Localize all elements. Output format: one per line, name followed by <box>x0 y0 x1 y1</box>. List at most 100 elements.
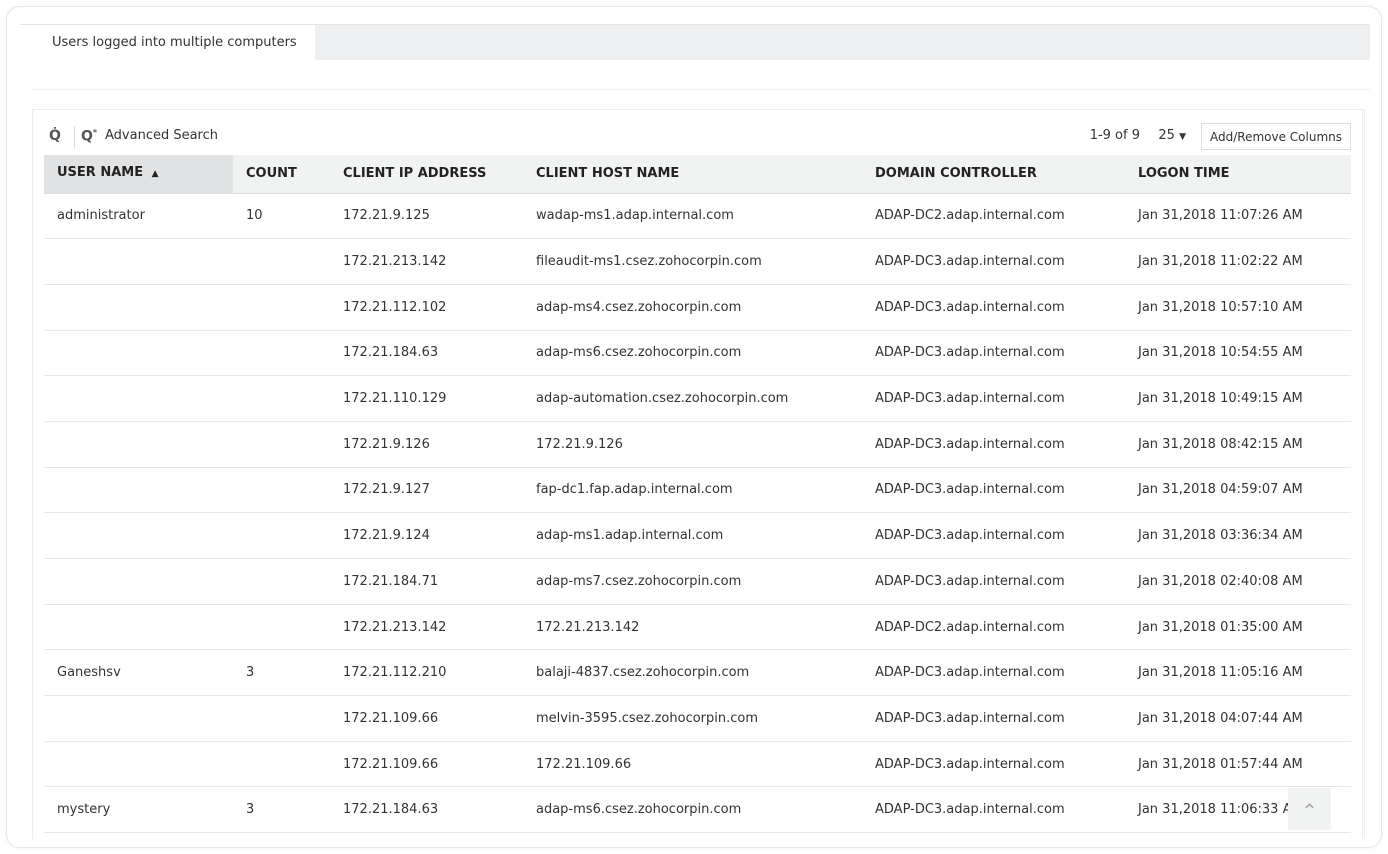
cell-logon-time: Jan 31,2018 01:57:44 AM <box>1125 741 1351 788</box>
divider <box>74 126 75 148</box>
cell-client-ip-address: 172.21.9.125 <box>330 193 523 240</box>
cell-client-ip-address: 172.21.213.142 <box>330 238 523 285</box>
table-row[interactable]: 172.21.109.66 melvin-3595.csez.zohocorpin… <box>44 695 1351 742</box>
table-row[interactable]: 172.21.109.66 172.21.109.66 ADAP-DC3.adap.… <box>44 741 1351 788</box>
tab-users-logged-into-multiple-computers[interactable]: Users logged into multiple computers <box>20 25 315 61</box>
caret-down-icon: ▼ <box>1179 132 1186 142</box>
cell-logon-time: Jan 31,2018 10:54:55 AM <box>1125 330 1351 377</box>
cell-client-host-name: wadap-ms1.adap.internal.com <box>523 193 862 240</box>
cell-domain-controller: ADAP-DC3.adap.internal.com <box>862 741 1125 788</box>
cell-user-name <box>44 558 233 605</box>
cell-client-host-name: 172.21.9.126 <box>523 421 862 468</box>
cell-count <box>233 284 330 331</box>
cell-client-host-name: melvin-3595.csez.zohocorpin.com <box>523 695 862 742</box>
per-page-select[interactable]: 25 ▼ <box>1158 128 1186 143</box>
table-row[interactable]: 172.21.9.127 fap-dc1.fap.adap.internal.co… <box>44 467 1351 514</box>
cell-domain-controller: ADAP-DC2.adap.internal.com <box>862 604 1125 651</box>
cell-domain-controller: ADAP-DC3.adap.internal.com <box>862 512 1125 559</box>
table-row[interactable]: 172.21.184.71 adap-ms7.csez.zohocorpin.co… <box>44 558 1351 605</box>
cell-domain-controller: ADAP-DC3.adap.internal.com <box>862 558 1125 605</box>
cell-user-name <box>44 375 233 422</box>
tab-bar: Users logged into multiple computers <box>20 24 1370 61</box>
cell-count <box>233 558 330 605</box>
cell-client-ip-address: 172.21.9.124 <box>330 512 523 559</box>
advanced-search-link[interactable]: Advanced Search <box>105 128 219 143</box>
cell-logon-time: Jan 31,2018 10:49:15 AM <box>1125 375 1351 422</box>
table-row[interactable]: 172.21.184.63 adap-ms6.csez.zohocorpin.co… <box>44 330 1351 377</box>
cell-client-ip-address: 172.21.184.63 <box>330 786 523 834</box>
cell-logon-time: Jan 31,2018 04:59:07 AM <box>1125 467 1351 514</box>
cell-count <box>233 512 330 559</box>
table-row[interactable]: 172.21.9.124 adap-ms1.adap.internal.com AD… <box>44 512 1351 559</box>
cell-client-ip-address: 172.21.110.129 <box>330 375 523 422</box>
cell-client-host-name: adap-ms7.csez.zohocorpin.com <box>523 558 862 605</box>
cell-domain-controller: ADAP-DC3.adap.internal.com <box>862 421 1125 468</box>
cell-user-name <box>44 512 233 559</box>
table-header-row: USER NAME ▲ COUNT CLIENT IP ADDRESS CLIE… <box>44 155 1351 194</box>
cell-domain-controller: ADAP-DC3.adap.internal.com <box>862 238 1125 285</box>
cell-logon-time: Jan 31,2018 01:35:00 AM <box>1125 604 1351 651</box>
advanced-search-icon[interactable]: Q* <box>81 128 98 145</box>
cell-domain-controller: ADAP-DC3.adap.internal.com <box>862 284 1125 331</box>
cell-logon-time: Jan 31,2018 03:36:34 AM <box>1125 512 1351 559</box>
cell-client-ip-address: 172.21.9.127 <box>330 467 523 514</box>
divider <box>32 89 1370 90</box>
pagination-info: 1-9 of 9 <box>1089 128 1140 143</box>
column-header-logon-time[interactable]: LOGON TIME <box>1125 155 1351 194</box>
table-row[interactable]: Ganeshsv 3 172.21.112.210 balaji-4837.csez.… <box>44 649 1351 697</box>
cell-domain-controller: ADAP-DC3.adap.internal.com <box>862 330 1125 377</box>
table-row[interactable]: 172.21.213.142 fileaudit-ms1.csez.zohocor… <box>44 238 1351 285</box>
cell-client-ip-address: 172.21.112.102 <box>330 284 523 331</box>
column-label: USER NAME <box>57 165 144 180</box>
cell-logon-time: Jan 31,2018 11:05:16 AM <box>1125 649 1351 697</box>
cell-client-host-name: adap-ms4.csez.zohocorpin.com <box>523 284 862 331</box>
column-header-domain-controller[interactable]: DOMAIN CONTROLLER <box>862 155 1125 194</box>
cell-count: 3 <box>233 649 330 697</box>
cell-domain-controller: ADAP-DC3.adap.internal.com <box>862 375 1125 422</box>
add-remove-columns-button[interactable]: Add/Remove Columns <box>1201 123 1351 150</box>
cell-user-name <box>44 695 233 742</box>
per-page-value: 25 <box>1158 128 1175 143</box>
cell-count <box>233 330 330 377</box>
cell-client-host-name: 172.21.109.66 <box>523 741 862 788</box>
table-row[interactable]: 172.21.9.126 172.21.9.126 ADAP-DC3.adap.in… <box>44 421 1351 468</box>
table-row[interactable]: mystery 3 172.21.184.63 adap-ms6.csez.zohoc… <box>44 786 1351 834</box>
cell-user-name: administrator <box>44 193 233 240</box>
cell-user-name <box>44 604 233 651</box>
cell-client-ip-address: 172.21.109.66 <box>330 741 523 788</box>
cell-client-host-name: adap-automation.csez.zohocorpin.com <box>523 375 862 422</box>
cell-client-ip-address: 172.21.9.126 <box>330 421 523 468</box>
chevron-up-icon: ⌃ <box>1301 799 1318 823</box>
cell-user-name <box>44 238 233 285</box>
grid-panel <box>32 109 1363 839</box>
table-row[interactable]: administrator 10 172.21.9.125 wadap-ms1.ada… <box>44 193 1351 240</box>
cell-count <box>233 421 330 468</box>
sort-ascending-icon: ▲ <box>151 169 159 179</box>
cell-logon-time: Jan 31,2018 04:07:44 AM <box>1125 695 1351 742</box>
cell-count: 10 <box>233 193 330 240</box>
column-header-client-host-name[interactable]: CLIENT HOST NAME <box>523 155 862 194</box>
cell-user-name <box>44 467 233 514</box>
cell-count <box>233 741 330 788</box>
cell-user-name <box>44 421 233 468</box>
column-header-client-ip-address[interactable]: CLIENT IP ADDRESS <box>330 155 523 194</box>
cell-count <box>233 238 330 285</box>
cell-count <box>233 695 330 742</box>
table-row[interactable]: 172.21.110.129 adap-automation.csez.zohoc… <box>44 375 1351 422</box>
table-row[interactable]: 172.21.213.142 172.21.213.142 ADAP-DC2.ada… <box>44 604 1351 651</box>
cell-client-host-name: adap-ms1.adap.internal.com <box>523 512 862 559</box>
cell-logon-time: Jan 31,2018 11:07:26 AM <box>1125 193 1351 240</box>
cell-count <box>233 604 330 651</box>
cell-count <box>233 467 330 514</box>
cell-logon-time: Jan 31,2018 11:02:22 AM <box>1125 238 1351 285</box>
scrollbar[interactable] <box>1364 109 1365 839</box>
scroll-to-top-button[interactable]: ⌃ <box>1288 788 1331 830</box>
column-header-user-name[interactable]: USER NAME ▲ <box>44 155 233 194</box>
table-row[interactable]: 172.21.112.102 adap-ms4.csez.zohocorpin.c… <box>44 284 1351 331</box>
cell-domain-controller: ADAP-DC3.adap.internal.com <box>862 786 1125 834</box>
cell-client-host-name: adap-ms6.csez.zohocorpin.com <box>523 330 862 377</box>
cell-count: 3 <box>233 786 330 834</box>
cell-count <box>233 375 330 422</box>
column-header-count[interactable]: COUNT <box>233 155 330 194</box>
quick-search-icon[interactable]: Q̇ <box>49 128 61 144</box>
